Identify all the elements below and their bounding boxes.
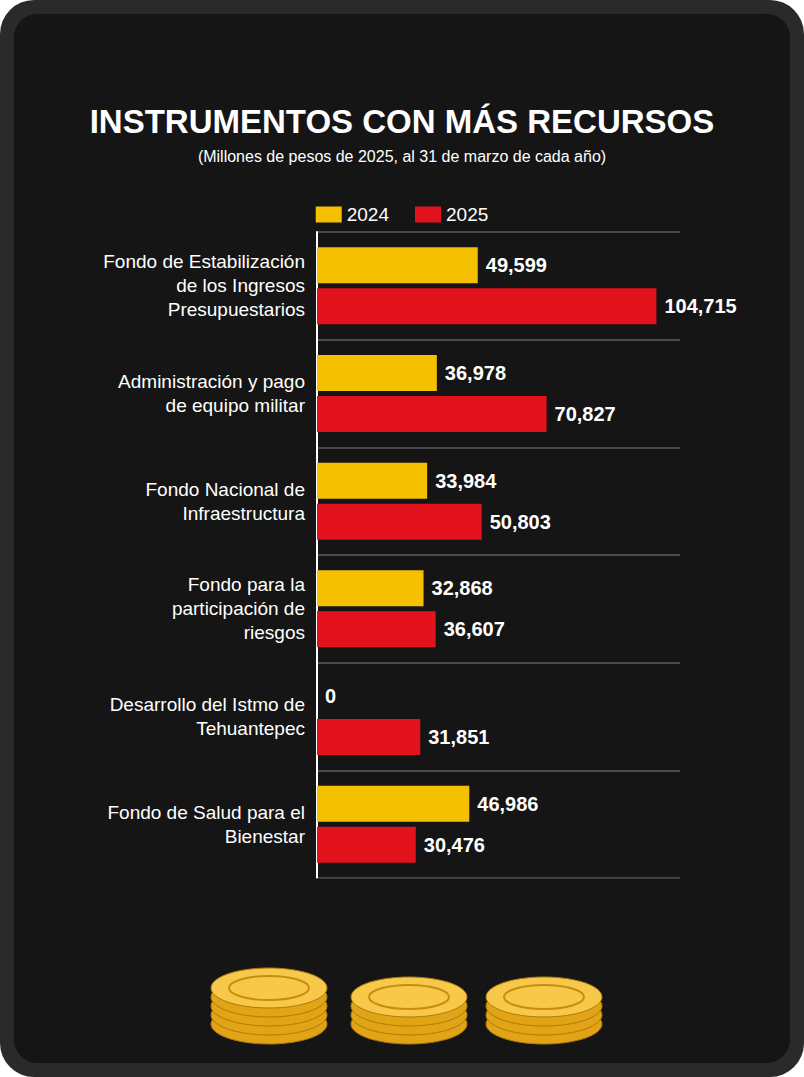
svg-text:2025: 2025 bbox=[446, 204, 488, 225]
svg-text:Presupuestarios: Presupuestarios bbox=[168, 299, 305, 320]
svg-text:50,803: 50,803 bbox=[490, 511, 551, 533]
svg-text:participación de: participación de bbox=[172, 598, 305, 619]
svg-text:0: 0 bbox=[325, 685, 336, 707]
svg-text:30,476: 30,476 bbox=[424, 834, 485, 856]
svg-text:36,607: 36,607 bbox=[444, 618, 505, 640]
svg-text:32,868: 32,868 bbox=[432, 577, 493, 599]
svg-text:INSTRUMENTOS CON MÁS RECURSOS: INSTRUMENTOS CON MÁS RECURSOS bbox=[90, 103, 715, 140]
svg-text:Infraestructura: Infraestructura bbox=[183, 503, 306, 524]
svg-text:33,984: 33,984 bbox=[435, 470, 497, 492]
svg-text:Fondo de Estabilización: Fondo de Estabilización bbox=[103, 251, 305, 272]
svg-text:Fondo de Salud para el: Fondo de Salud para el bbox=[107, 802, 305, 823]
svg-text:Bienestar: Bienestar bbox=[225, 826, 306, 847]
svg-text:Desarrollo del Istmo de: Desarrollo del Istmo de bbox=[110, 694, 305, 715]
svg-text:70,827: 70,827 bbox=[555, 403, 616, 425]
svg-text:46,986: 46,986 bbox=[477, 793, 538, 815]
svg-text:2024: 2024 bbox=[347, 204, 390, 225]
svg-text:49,599: 49,599 bbox=[486, 254, 547, 276]
svg-text:104,715: 104,715 bbox=[664, 295, 736, 317]
svg-text:Fondo Nacional de: Fondo Nacional de bbox=[146, 479, 306, 500]
svg-text:36,978: 36,978 bbox=[445, 362, 506, 384]
svg-text:de los Ingresos: de los Ingresos bbox=[176, 275, 305, 296]
svg-text:31,851: 31,851 bbox=[428, 726, 489, 748]
svg-text:Administración y pago: Administración y pago bbox=[118, 371, 305, 392]
svg-text:(Millones de pesos de 2025, al: (Millones de pesos de 2025, al 31 de mar… bbox=[198, 148, 606, 165]
svg-text:riesgos: riesgos bbox=[244, 622, 305, 643]
svg-text:Fondo para la: Fondo para la bbox=[188, 574, 306, 595]
svg-text:de equipo militar: de equipo militar bbox=[166, 395, 306, 416]
svg-text:Tehuantepec: Tehuantepec bbox=[196, 718, 305, 739]
